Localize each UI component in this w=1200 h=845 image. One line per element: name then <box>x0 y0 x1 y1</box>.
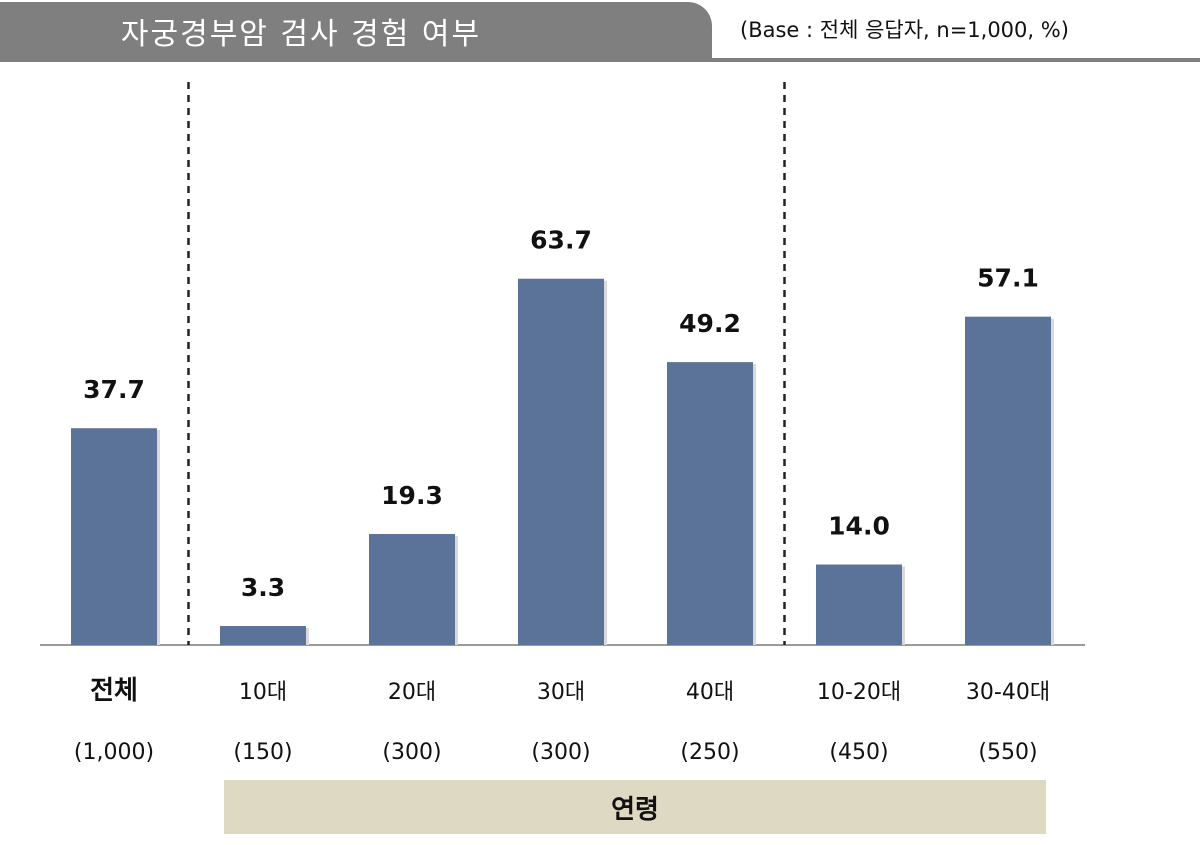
title-underline <box>0 58 1200 62</box>
bar <box>518 278 604 645</box>
data-label: 14.0 <box>828 512 890 541</box>
data-label: 49.2 <box>679 309 741 338</box>
sample-size-label: (300) <box>382 740 441 765</box>
sample-size-label: (550) <box>978 740 1037 765</box>
age-group-label: 연령 <box>611 794 659 825</box>
data-label: 37.7 <box>83 375 145 404</box>
age-group-band: 연령 <box>224 780 1046 834</box>
sample-size-label: (250) <box>680 740 739 765</box>
category-label: 30-40대 <box>966 680 1050 705</box>
data-label: 3.3 <box>241 573 285 602</box>
category-label: 20대 <box>388 680 436 705</box>
base-note: (Base : 전체 응답자, n=1,000, %) <box>740 18 1069 42</box>
sample-size-label: (150) <box>233 740 292 765</box>
sample-size-label: (1,000) <box>74 740 154 765</box>
data-label: 19.3 <box>381 481 443 510</box>
bar <box>965 316 1051 645</box>
sample-size-label: (450) <box>829 740 888 765</box>
chart-title: 자궁경부암 검사 경험 여부 <box>120 17 482 52</box>
category-label: 10-20대 <box>817 680 901 705</box>
category-label: 10대 <box>239 680 287 705</box>
sample-size-label: (300) <box>531 740 590 765</box>
category-label: 전체 <box>90 676 138 706</box>
bar <box>816 564 902 645</box>
bar <box>220 626 306 645</box>
chart-title-tab: 자궁경부암 검사 경험 여부 <box>0 2 712 60</box>
data-label: 57.1 <box>977 264 1039 293</box>
bar <box>369 534 455 645</box>
category-label: 30대 <box>537 680 585 705</box>
category-label: 40대 <box>686 680 734 705</box>
bar <box>667 362 753 645</box>
data-label: 63.7 <box>530 226 592 255</box>
bar <box>71 428 157 645</box>
